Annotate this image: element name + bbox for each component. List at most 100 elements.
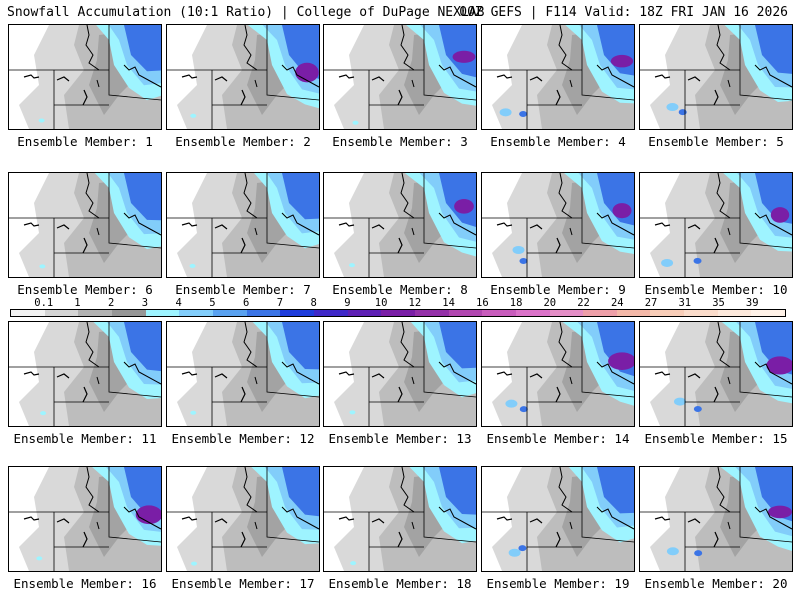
ensemble-member-label: Ensemble Member: 10: [644, 282, 788, 297]
colorbar-label: 16: [476, 297, 489, 309]
colorbar-label: 35: [712, 297, 725, 309]
colorbar-segment: [482, 310, 516, 316]
colorbar-segment: [11, 310, 45, 316]
ensemble-member-map: [639, 466, 793, 572]
colorbar-segment: [280, 310, 314, 316]
ensemble-member-label: Ensemble Member: 19: [486, 576, 630, 591]
colorbar-label: 4: [175, 297, 182, 309]
snowfall-map-image: [640, 173, 792, 277]
snowfall-map-image: [324, 173, 476, 277]
snowfall-map-image: [167, 25, 319, 129]
ensemble-member-map: [323, 172, 477, 278]
ensemble-member-label: Ensemble Member: 17: [171, 576, 315, 591]
snowfall-map-image: [9, 173, 161, 277]
snowfall-map-image: [167, 173, 319, 277]
colorbar-segment: [616, 310, 651, 316]
colorbar-label: 9: [344, 297, 351, 309]
colorbar-label: 20: [543, 297, 557, 309]
map-title: Snowfall Accumulation (10:1 Ratio) | Col…: [7, 5, 485, 20]
colorbar-label: 22: [577, 297, 590, 309]
colorbar-labels: 0.1 1 2 3 4 5 6 7 8 9 10 12 14 16 18 20 22 24 27 31 35 39: [10, 297, 786, 309]
snowfall-map-image: [9, 467, 161, 571]
colorbar-segment: [313, 310, 348, 316]
colorbar-segment: [347, 310, 382, 316]
ensemble-member-map: [166, 321, 320, 427]
ensemble-member-map: [639, 172, 793, 278]
ensemble-member-label: Ensemble Member: 2: [175, 134, 311, 149]
colorbar-segment: [684, 310, 718, 316]
ensemble-member-map: [639, 24, 793, 130]
ensemble-member-label: Ensemble Member: 15: [644, 431, 788, 446]
model-run-valid-time: 00Z GEFS | F114 Valid: 18Z FRI JAN 16 20…: [459, 5, 788, 20]
colorbar-label: 27: [644, 297, 658, 309]
ensemble-member-map: [8, 466, 162, 572]
snowfall-map-image: [482, 25, 634, 129]
colorbar-segment: [145, 310, 180, 316]
ensemble-member-label: Ensemble Member: 18: [328, 576, 472, 591]
colorbar-label: 0.1: [34, 297, 54, 309]
ensemble-member-map: [323, 24, 477, 130]
ensemble-member-label: Ensemble Member: 9: [490, 282, 626, 297]
colorbar-label: 10: [374, 297, 388, 309]
ensemble-member-map: [481, 172, 635, 278]
snowfall-map-image: [482, 322, 634, 426]
ensemble-member-map: [323, 321, 477, 427]
ensemble-member-map: [166, 172, 320, 278]
colorbar-segment: [212, 310, 247, 316]
snowfall-map-image: [9, 25, 161, 129]
ensemble-member-label: Ensemble Member: 6: [17, 282, 153, 297]
ensemble-member-map: [481, 321, 635, 427]
snowfall-map-image: [324, 25, 476, 129]
colorbar-segment: [78, 310, 112, 316]
ensemble-member-map: [323, 466, 477, 572]
colorbar-label: 12: [408, 297, 422, 309]
ensemble-member-label: Ensemble Member: 1: [17, 134, 153, 149]
ensemble-member-map: [481, 466, 635, 572]
colorbar-label: 31: [678, 297, 692, 309]
ensemble-member-map: [8, 321, 162, 427]
colorbar-label: 8: [310, 297, 317, 309]
colorbar-segment: [246, 310, 281, 316]
colorbar-label: 1: [74, 297, 81, 309]
ensemble-member-label: Ensemble Member: 20: [644, 576, 788, 591]
snowfall-map-image: [482, 467, 634, 571]
snowfall-map-image: [640, 467, 792, 571]
ensemble-member-label: Ensemble Member: 14: [486, 431, 630, 446]
snowfall-map-image: [640, 25, 792, 129]
colorbar-label: 39: [745, 297, 759, 309]
colorbar-label: 14: [442, 297, 455, 309]
colorbar-segment: [448, 310, 483, 316]
snowfall-map-image: [324, 322, 476, 426]
ensemble-member-label: Ensemble Member: 13: [328, 431, 472, 446]
colorbar-label: 18: [509, 297, 523, 309]
colorbar-segment: [381, 310, 415, 316]
colorbar-segment: [751, 310, 786, 316]
ensemble-member-label: Ensemble Member: 3: [332, 134, 468, 149]
colorbar-label: 5: [209, 297, 216, 309]
ensemble-member-label: Ensemble Member: 11: [13, 431, 157, 446]
ensemble-member-map: [481, 24, 635, 130]
snowfall-map-image: [324, 467, 476, 571]
snowfall-map-image: [640, 322, 792, 426]
colorbar-label: 3: [141, 297, 149, 309]
ensemble-member-map: [8, 172, 162, 278]
colorbar-segment: [179, 310, 213, 316]
colorbar-segment: [717, 310, 752, 316]
snowfall-map-image: [167, 322, 319, 426]
colorbar-segment: [414, 310, 449, 316]
ensemble-member-label: Ensemble Member: 16: [13, 576, 157, 591]
ensemble-member-label: Ensemble Member: 12: [171, 431, 315, 446]
ensemble-member-map: [8, 24, 162, 130]
colorbar-label: 6: [243, 297, 250, 309]
colorbar-segment: [44, 310, 79, 316]
snowfall-map-image: [167, 467, 319, 571]
colorbar-segment: [583, 310, 617, 316]
snowfall-map-image: [482, 173, 634, 277]
colorbar-segment: [549, 310, 584, 316]
snowfall-colorbar: [10, 309, 786, 317]
ensemble-member-label: Ensemble Member: 4: [490, 134, 626, 149]
ensemble-member-label: Ensemble Member: 5: [648, 134, 784, 149]
snowfall-map-image: [9, 322, 161, 426]
ensemble-member-label: Ensemble Member: 8: [332, 282, 468, 297]
colorbar-label: 7: [276, 297, 284, 309]
